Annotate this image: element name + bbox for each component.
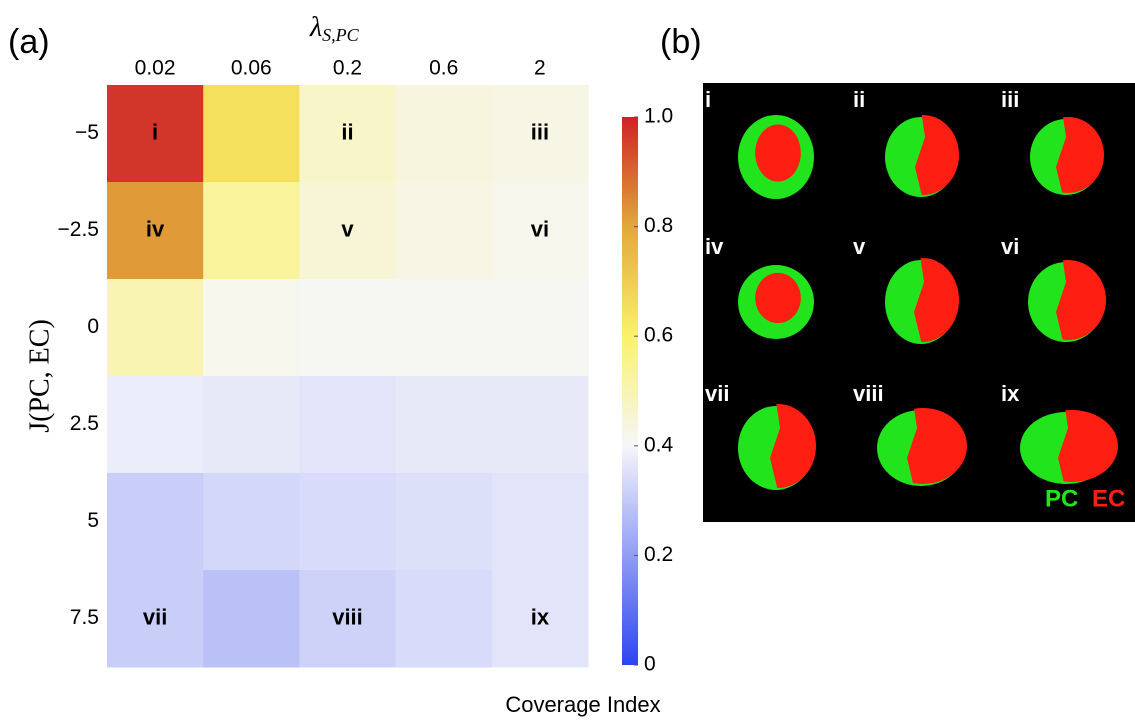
y-tick-label: 7.5 (70, 606, 99, 629)
y-tick-label: 5 (87, 509, 99, 532)
cell-label: iii (531, 119, 549, 144)
heatmap-cell (203, 376, 300, 474)
x-tick-label: 0.6 (429, 57, 458, 80)
colorbar-tick-label: 1.0 (644, 105, 673, 128)
y-tick-label: −5 (75, 121, 99, 144)
y-tick-label: 0 (87, 315, 99, 338)
heatmap-cell (203, 570, 300, 668)
legend-ec: EC (1092, 485, 1125, 512)
x-axis-title: λS,PC (309, 12, 360, 45)
heatmap-cell (107, 376, 204, 474)
page: {"chart_data": { "type": "heatmap", "pan… (0, 0, 1135, 723)
image-label: v (853, 234, 866, 259)
image-label: viii (853, 381, 884, 406)
y-axis-title: J(PC, EC) (24, 319, 55, 433)
cell-label: i (152, 119, 158, 144)
heatmap-cell (492, 473, 589, 571)
image-label: vi (1001, 234, 1019, 259)
colorbar-tick-label: 0.2 (644, 543, 673, 566)
x-axis-symbol: λ (309, 12, 322, 43)
heatmap-cell (203, 473, 300, 571)
legend-pc: PC (1045, 485, 1078, 512)
heatmap-cell (492, 279, 589, 377)
heatmap-cell (396, 570, 493, 668)
x-tick-label: 2 (534, 57, 546, 80)
heatmap-cell (299, 473, 396, 571)
colorbar-label: Coverage Index (505, 692, 660, 717)
heatmap-cell (492, 376, 589, 474)
image-label: ix (1001, 381, 1020, 406)
ec-region (755, 124, 801, 181)
heatmap-cell (396, 376, 493, 474)
heatmap-cell (396, 182, 493, 280)
heatmap-cell (107, 279, 204, 377)
heatmap-cell (203, 182, 300, 280)
cell-label: v (341, 216, 354, 241)
heatmap-cell (203, 279, 300, 377)
image-label: iii (1001, 87, 1019, 112)
cell-label: ii (341, 119, 353, 144)
colorbar (622, 117, 638, 665)
colorbar-tick-label: 0 (644, 653, 656, 676)
heatmap-cell (299, 279, 396, 377)
image-label: vii (705, 381, 729, 406)
heatmap-cell (203, 85, 300, 183)
y-tick-label: 2.5 (70, 412, 99, 435)
colorbar-tick-label: 0.8 (644, 214, 673, 237)
colorbar-tick-label: 0.6 (644, 324, 673, 347)
x-axis-subscript: S,PC (322, 25, 359, 45)
image-label: iv (705, 234, 724, 259)
heatmap-cell (396, 473, 493, 571)
cell-label: iv (146, 216, 165, 241)
image-label: i (705, 87, 711, 112)
cell-label: ix (531, 604, 550, 629)
cell-label: vii (143, 604, 167, 629)
cell-label: vi (531, 216, 549, 241)
image-label: ii (853, 87, 865, 112)
colorbar-tick-label: 0.4 (644, 433, 674, 456)
x-tick-label: 0.02 (135, 57, 176, 80)
figure: (a) (b) λS,PC J(PC, EC) Coverage Index −… (0, 0, 1135, 723)
heatmap-cell (396, 85, 493, 183)
ec-region (755, 273, 801, 323)
panel-label: (a) (8, 23, 50, 61)
x-tick-label: 0.2 (333, 57, 362, 80)
heatmap-cell (396, 279, 493, 377)
heatmap-cell (107, 473, 204, 571)
y-tick-label: −2.5 (58, 218, 99, 241)
cell-label: viii (332, 604, 363, 629)
x-tick-label: 0.06 (231, 57, 272, 80)
panel-label: (b) (660, 23, 702, 61)
heatmap-cell (299, 376, 396, 474)
